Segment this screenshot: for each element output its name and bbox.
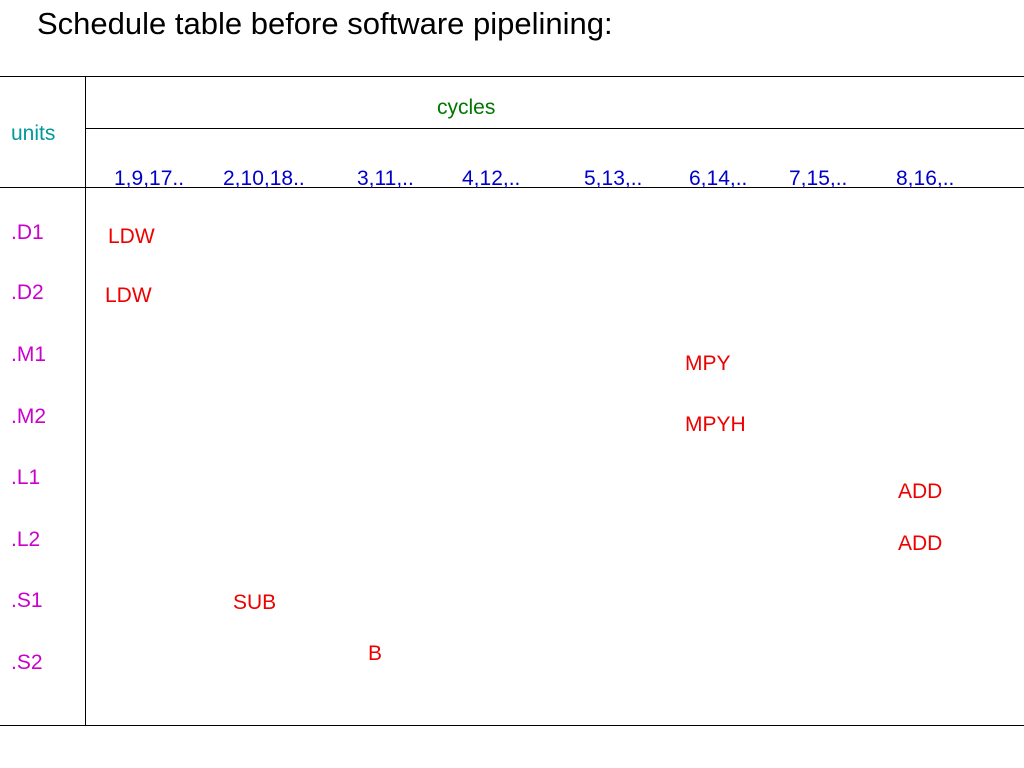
unit-row-s2: .S2 — [11, 651, 43, 674]
cycle-column-1: 1,9,17.. — [114, 167, 185, 190]
unit-row-d2: .D2 — [11, 281, 44, 304]
instruction-mpy-m1: MPY — [685, 352, 731, 375]
unit-row-m2: .M2 — [11, 405, 47, 428]
unit-row-s1: .S1 — [11, 589, 43, 612]
cycles-divider — [86, 128, 1024, 129]
instruction-add-l2: ADD — [898, 532, 943, 555]
cycle-column-6: 6,14,.. — [689, 167, 748, 190]
cycle-column-3: 3,11,.. — [357, 167, 414, 190]
instruction-b-s2: B — [368, 642, 383, 665]
cycle-column-4: 4,12,.. — [462, 167, 521, 190]
unit-row-d1: .D1 — [11, 221, 44, 244]
instruction-ldw-d2: LDW — [105, 284, 152, 307]
cycle-column-2: 2,10,18.. — [223, 167, 305, 190]
table-top-border — [0, 76, 1024, 77]
instruction-ldw-d1: LDW — [108, 225, 155, 248]
cycle-column-7: 7,15,.. — [789, 167, 848, 190]
cycle-column-8: 8,16,.. — [896, 167, 955, 190]
table-bottom-border — [0, 725, 1024, 726]
instruction-add-l1: ADD — [898, 480, 943, 503]
slide-title: Schedule table before software pipelinin… — [37, 6, 613, 41]
instruction-mpyh-m2: MPYH — [685, 413, 746, 436]
header-bottom-border — [0, 187, 1024, 188]
unit-row-l1: .L1 — [11, 466, 41, 489]
cycle-column-5: 5,13,.. — [584, 167, 643, 190]
unit-row-m1: .M1 — [11, 343, 47, 366]
units-header: units — [11, 122, 56, 145]
cycles-header: cycles — [437, 96, 496, 119]
unit-row-l2: .L2 — [11, 528, 41, 551]
instruction-sub-s1: SUB — [233, 591, 277, 614]
units-column-divider — [85, 76, 86, 726]
